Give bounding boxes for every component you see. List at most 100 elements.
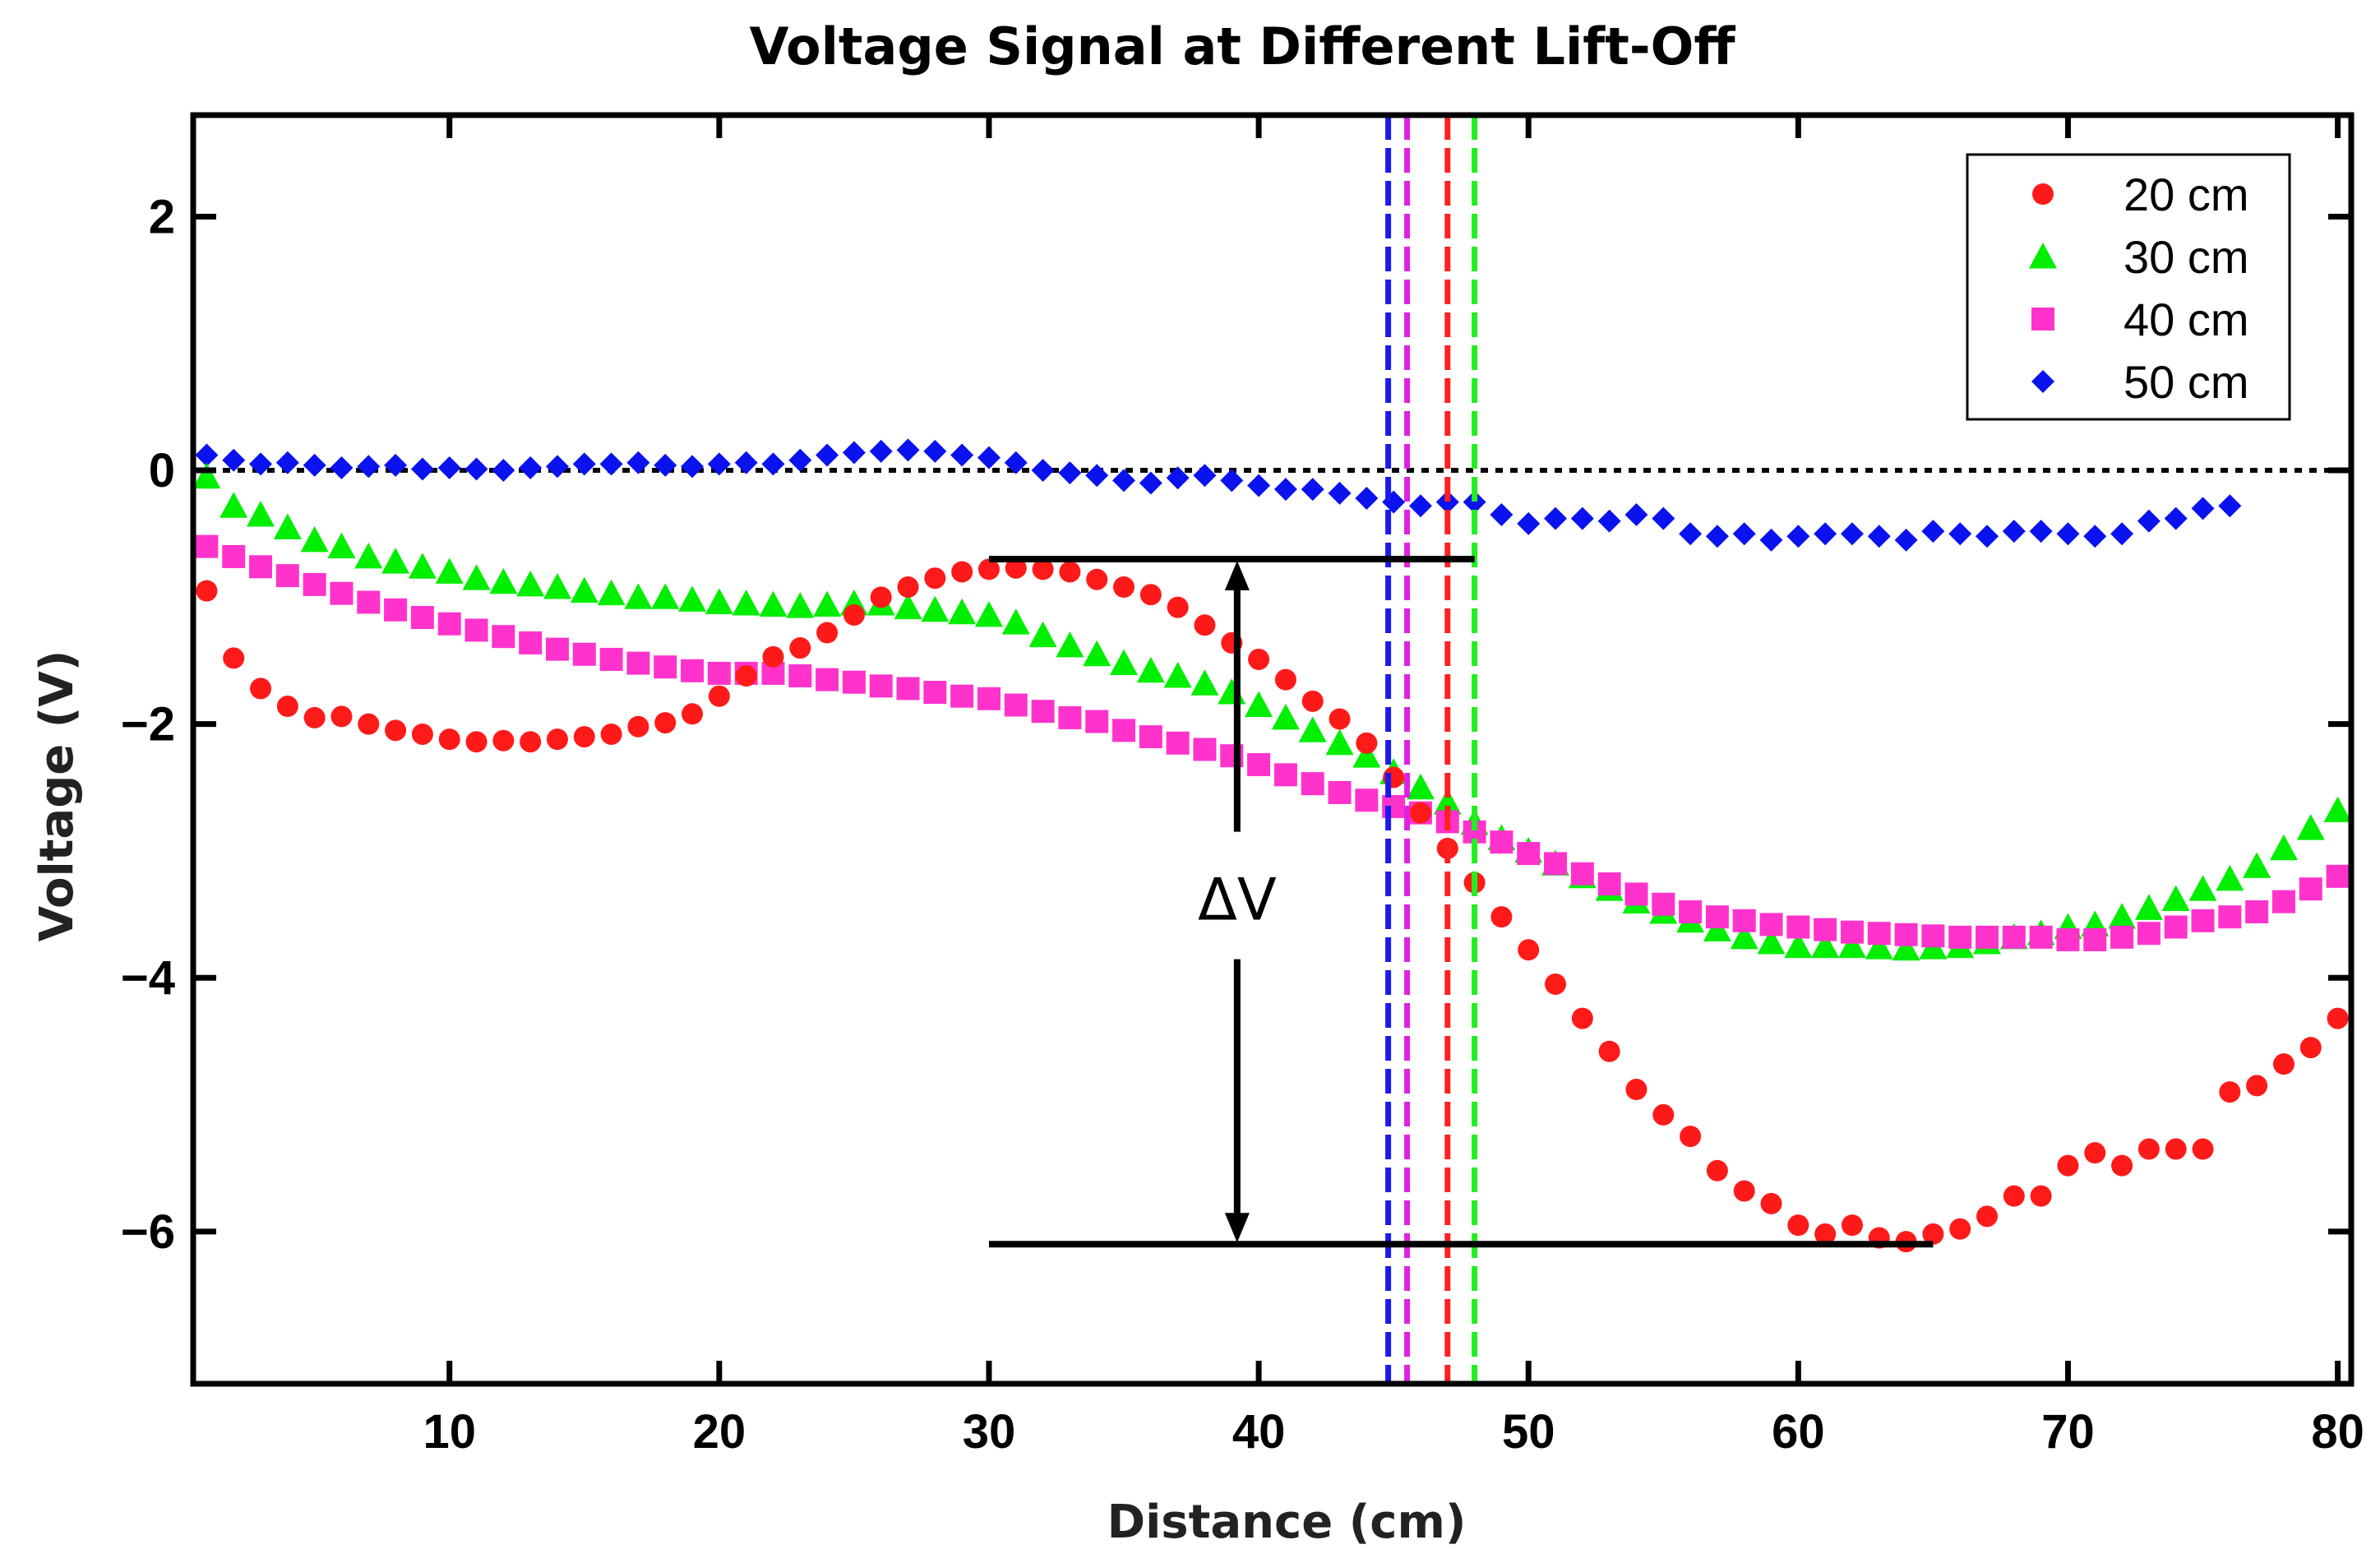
data-point (516, 570, 545, 597)
data-point (2110, 925, 2134, 949)
data-point (570, 576, 598, 603)
data-point (2191, 909, 2215, 932)
data-point (1948, 522, 1972, 546)
data-point (1247, 474, 1271, 497)
data-point (2246, 1075, 2268, 1097)
data-point (1787, 1214, 1809, 1237)
delta-v-label: ΔV (1198, 867, 1277, 934)
data-point (599, 452, 623, 476)
data-point (1166, 731, 1190, 755)
data-point (1921, 924, 1945, 948)
data-point (1865, 933, 1893, 960)
legend-marker (2031, 308, 2054, 331)
data-point (1271, 703, 1300, 730)
data-point (2271, 890, 2295, 913)
data-point (2134, 894, 2163, 920)
data-point (330, 705, 353, 728)
data-point (870, 586, 892, 608)
data-point (273, 513, 302, 539)
data-point (545, 637, 569, 661)
data-point (1518, 939, 1540, 961)
data-point (1220, 469, 1244, 492)
data-point (330, 581, 354, 605)
data-point (1355, 486, 1379, 510)
data-point (2057, 1154, 2079, 1177)
data-point (1625, 1079, 1648, 1101)
data-point (1325, 728, 1354, 756)
y-tick-label: −4 (121, 951, 175, 1005)
data-point (2137, 922, 2160, 946)
data-point (1139, 725, 1162, 749)
data-point (2110, 522, 2134, 546)
data-point (2218, 905, 2242, 929)
data-point (1921, 520, 1945, 543)
data-point (465, 731, 488, 753)
x-tick-label: 70 (2041, 1405, 2095, 1459)
data-point (1218, 678, 1246, 705)
data-point (2164, 915, 2188, 939)
data-point (1301, 478, 1324, 502)
data-point (1597, 872, 1621, 896)
data-point (249, 555, 273, 579)
x-tick-label: 40 (1232, 1405, 1286, 1459)
data-point (462, 564, 491, 590)
data-point (1517, 842, 1541, 866)
data-point (921, 595, 950, 622)
data-point (492, 729, 515, 751)
data-point (1001, 608, 1030, 635)
data-point (1786, 915, 1810, 939)
data-point (1760, 1192, 1782, 1214)
data-point (2218, 494, 2242, 518)
data-point (1597, 509, 1621, 533)
data-point (2216, 864, 2244, 891)
data-point (1841, 1214, 1863, 1237)
data-point (1570, 862, 1594, 886)
data-point (1273, 763, 1297, 787)
data-point (2296, 814, 2325, 840)
data-point (220, 492, 248, 518)
data-point (1598, 1040, 1620, 1062)
data-point (2002, 520, 2026, 543)
data-point (2083, 525, 2107, 548)
y-axis-label: Voltage (V) (30, 650, 84, 942)
data-point (626, 651, 650, 675)
data-point (492, 459, 515, 483)
data-point (1328, 780, 1352, 804)
data-point (492, 625, 515, 649)
data-point (1139, 584, 1162, 606)
data-point (1463, 490, 1486, 514)
data-point (519, 455, 543, 479)
data-point (2323, 796, 2352, 823)
data-point (1056, 631, 1084, 658)
legend-item-40-cm: 40 cm (2031, 294, 2249, 345)
data-point (1032, 558, 1054, 580)
data-point (654, 712, 677, 734)
data-point (464, 457, 488, 481)
data-point (358, 713, 380, 735)
data-point (1814, 918, 1837, 941)
data-point (1086, 568, 1108, 590)
data-point (247, 501, 275, 527)
data-point (626, 451, 650, 474)
data-point (951, 561, 973, 583)
data-point (357, 455, 381, 479)
data-point (357, 590, 381, 614)
legend-marker (2031, 370, 2054, 393)
legend-item-30-cm: 30 cm (2029, 231, 2249, 283)
data-point (195, 443, 219, 467)
y-tick-label: −2 (121, 698, 175, 751)
data-point (1085, 710, 1109, 733)
data-point (1894, 528, 1918, 552)
data-point (1409, 802, 1431, 824)
data-point (437, 455, 461, 479)
data-point (2029, 520, 2053, 543)
data-point (761, 452, 785, 476)
data-point (1759, 913, 1783, 936)
data-point (842, 441, 866, 465)
data-point (597, 579, 626, 606)
data-point (1083, 640, 1111, 667)
data-point (894, 593, 922, 620)
data-point (519, 631, 543, 654)
data-point (1298, 716, 1327, 742)
data-point (1544, 852, 1568, 876)
